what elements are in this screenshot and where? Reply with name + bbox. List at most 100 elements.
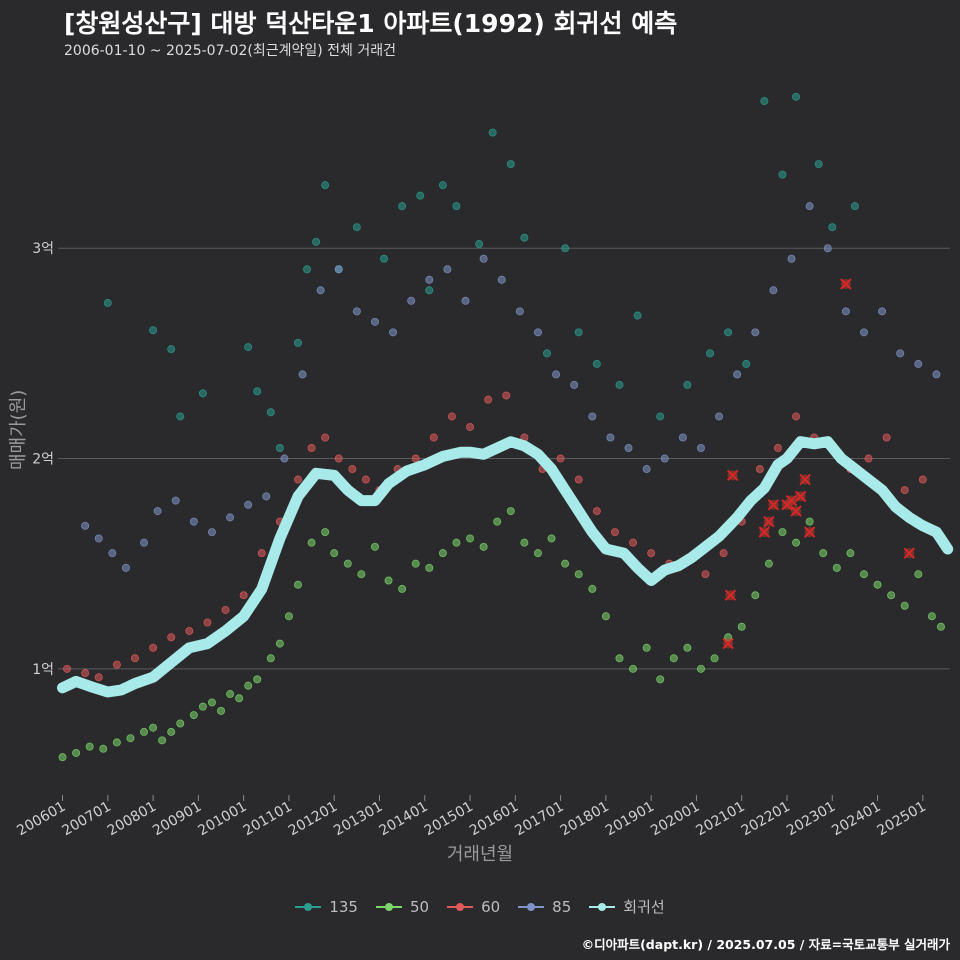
data-point: [244, 681, 253, 690]
data-point: [94, 534, 103, 543]
x-tick-label: 201401: [376, 799, 430, 840]
data-point: [361, 475, 370, 484]
data-point: [660, 454, 669, 463]
recent-trade-mark: [794, 490, 807, 503]
data-point: [158, 736, 167, 745]
data-point: [832, 563, 841, 572]
data-point: [425, 286, 434, 295]
data-point: [878, 307, 887, 316]
x-tick-label: 201201: [286, 799, 340, 840]
data-point: [389, 328, 398, 337]
y-tick-label: 1억: [32, 662, 54, 678]
data-point: [330, 549, 339, 558]
data-point: [189, 711, 198, 720]
data-point: [479, 542, 488, 551]
legend-swatch: [447, 901, 474, 913]
recent-trade-mark: [726, 469, 739, 482]
data-point: [506, 507, 515, 516]
x-tick-label: 201301: [331, 799, 385, 840]
data-point: [226, 690, 235, 699]
x-axis-ticks: 2006012007012008012009012010012011012012…: [14, 795, 929, 839]
data-point: [669, 654, 678, 663]
data-point: [574, 328, 583, 337]
data-point: [280, 454, 289, 463]
data-point: [198, 702, 207, 711]
y-axis-ticks: 1억 2억 3억: [32, 241, 54, 678]
data-point: [769, 286, 778, 295]
data-point: [556, 454, 565, 463]
legend-item: 회귀선: [589, 896, 665, 917]
data-point: [58, 753, 67, 762]
data-point: [466, 422, 475, 431]
data-point: [656, 412, 665, 421]
data-point: [710, 654, 719, 663]
x-tick-label: 202201: [739, 799, 793, 840]
data-point: [850, 202, 859, 211]
data-point: [316, 286, 325, 295]
data-point: [683, 380, 692, 389]
data-point: [466, 534, 475, 543]
data-point: [828, 223, 837, 232]
data-point: [203, 618, 212, 627]
data-point: [859, 328, 868, 337]
data-point: [307, 444, 316, 453]
data-point: [678, 433, 687, 442]
data-point: [887, 591, 896, 600]
series-50: [58, 507, 945, 762]
data-point: [715, 412, 724, 421]
data-point: [588, 412, 597, 421]
x-tick-label: 202001: [648, 799, 702, 840]
legend-item: 135: [295, 896, 358, 917]
data-point: [610, 528, 619, 537]
legend-swatch: [295, 901, 322, 913]
data-point: [253, 387, 262, 396]
legend-label: 85: [552, 897, 572, 916]
data-point: [592, 507, 601, 516]
data-point: [733, 370, 742, 379]
data-point: [488, 128, 497, 137]
data-point: [321, 181, 330, 190]
data-point: [357, 570, 366, 579]
data-point: [226, 513, 235, 522]
data-point: [792, 412, 801, 421]
legend-label: 50: [409, 897, 430, 916]
data-point: [533, 549, 542, 558]
data-point: [461, 296, 470, 305]
data-point: [543, 349, 552, 358]
data-point: [873, 580, 882, 589]
data-point: [185, 626, 194, 635]
data-point: [900, 486, 909, 495]
data-point: [846, 549, 855, 558]
data-point: [384, 576, 393, 585]
data-point: [574, 570, 583, 579]
data-point: [334, 454, 343, 463]
x-tick-label: 201001: [195, 799, 249, 840]
data-point: [167, 345, 176, 354]
data-point: [792, 538, 801, 547]
regression-line-layer: [57, 436, 954, 698]
data-point: [348, 465, 357, 474]
data-point: [149, 723, 158, 732]
data-point: [352, 223, 361, 232]
data-point: [253, 675, 262, 684]
recent-trade-mark: [790, 505, 802, 517]
data-point: [624, 444, 633, 453]
x-tick-label: 200801: [105, 799, 159, 840]
data-point: [398, 584, 407, 593]
data-point: [561, 244, 570, 253]
legend-label: 회귀선: [623, 898, 665, 916]
data-point: [533, 328, 542, 337]
data-point: [244, 500, 253, 509]
data-point: [380, 254, 389, 263]
data-point: [787, 254, 796, 263]
data-point: [293, 580, 302, 589]
data-point: [81, 521, 90, 530]
data-point: [153, 507, 162, 516]
data-point: [724, 328, 733, 337]
legend-item: 85: [518, 896, 571, 917]
legend-swatch: [518, 901, 545, 913]
data-point: [506, 160, 515, 169]
x-tick-label: 201701: [512, 799, 566, 840]
data-point: [760, 97, 769, 106]
